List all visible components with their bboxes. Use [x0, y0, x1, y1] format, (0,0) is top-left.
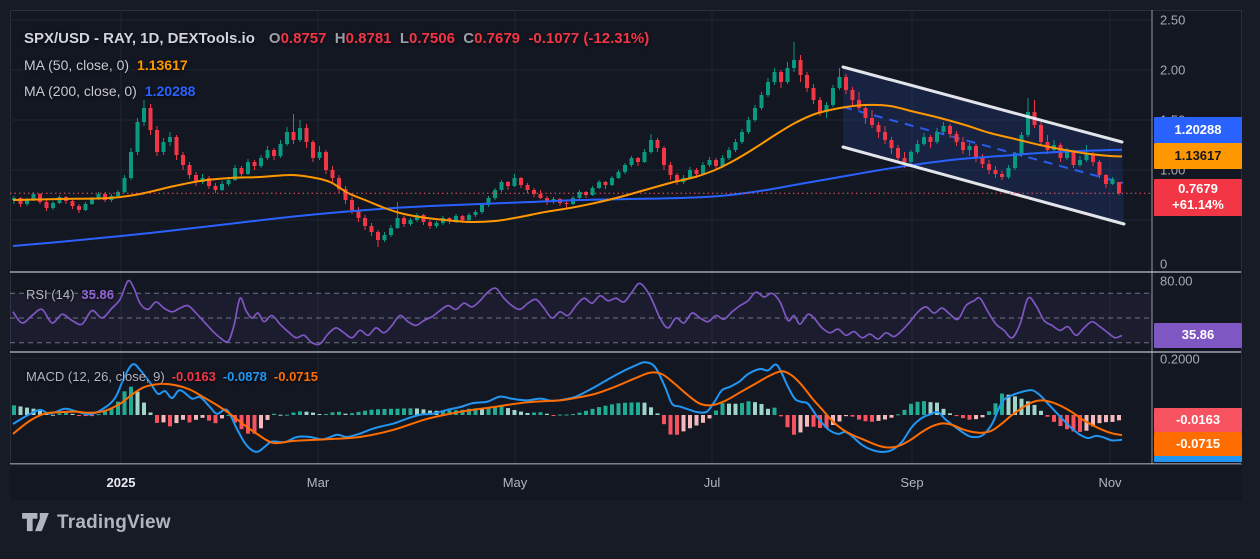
ma50-line[interactable] — [12, 103, 1123, 224]
macd-hist-badge: -0.0163 — [1154, 407, 1242, 432]
time-label-Jul: Jul — [703, 475, 721, 490]
rsi-value-badge: 35.86 — [1154, 322, 1242, 348]
symbol-legend[interactable]: SPX/USD - RAY, 1D, DEXTools.io O0.8757 H0… — [24, 30, 649, 47]
time-label-May: May — [502, 475, 528, 490]
time-label-Sep: Sep — [900, 475, 924, 490]
macd-signal-value: -0.0715 — [273, 369, 318, 384]
macd-line-value: -0.0878 — [222, 369, 267, 384]
ma200-line[interactable] — [12, 148, 1123, 247]
price-tick: 2.00 — [1160, 62, 1186, 78]
time-label-Mar: Mar — [306, 475, 330, 490]
channel-bottom-line[interactable] — [841, 145, 1126, 226]
ma200-value: 1.20288 — [144, 83, 196, 99]
macd-legend[interactable]: MACD (12, 26, close, 9) -0.0163 -0.0878 -0.… — [26, 369, 318, 384]
brand-footer[interactable]: TradingView — [22, 512, 171, 534]
channel-top-line[interactable] — [841, 65, 1124, 144]
ma200-price-badge: 1.20288 — [1154, 117, 1242, 144]
macd-signal-line[interactable] — [12, 370, 1123, 449]
price-tick: 2.50 — [1160, 12, 1186, 28]
macd-signal-badge: -0.0715 — [1154, 431, 1242, 456]
time-label-2025: 2025 — [106, 475, 136, 490]
rsi-tick: 80.00 — [1160, 273, 1193, 289]
ma50-value: 1.13617 — [137, 57, 188, 73]
macd-line-badge-sliver — [1154, 455, 1242, 462]
symbol-title: SPX/USD - RAY, 1D, DEXTools.io — [24, 30, 255, 47]
last-price-badge: 0.7679 +61.14% — [1154, 178, 1242, 216]
brand-name: TradingView — [57, 512, 171, 533]
macd-line[interactable] — [12, 361, 1123, 453]
macd-tick: 0.2000 — [1160, 351, 1200, 367]
change-readout: -0.1077 (-12.31%) — [528, 30, 650, 47]
rsi-line[interactable] — [12, 279, 1123, 346]
tradingview-logo-icon — [22, 512, 49, 531]
time-label-Nov: Nov — [1098, 475, 1122, 490]
ma50-price-badge: 1.13617 — [1154, 143, 1242, 170]
rsi-value: 35.86 — [81, 287, 114, 302]
candles — [12, 42, 1121, 247]
ma50-legend[interactable]: MA (50, close, 0) 1.13617 — [24, 57, 188, 73]
channel-midline[interactable] — [842, 106, 1124, 184]
ma200-legend[interactable]: MA (200, close, 0) 1.20288 — [24, 83, 196, 99]
ohlc-readout: O0.8757 H0.8781 L0.7506 C0.7679 -0.1077 … — [268, 30, 650, 47]
time-axis[interactable] — [10, 464, 1242, 500]
rsi-legend[interactable]: RSI (14) 35.86 — [26, 287, 114, 302]
macd-hist-value: -0.0163 — [171, 369, 216, 384]
price-tick: 0 — [1160, 256, 1168, 272]
